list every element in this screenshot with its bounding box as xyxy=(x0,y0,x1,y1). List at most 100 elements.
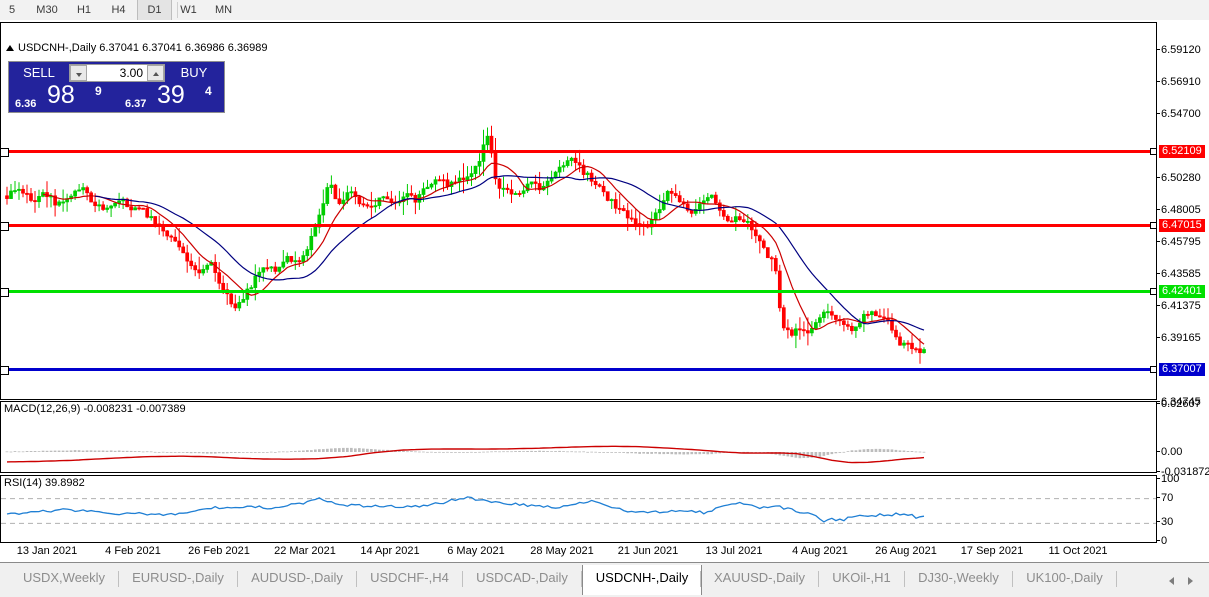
timeframe-button-m30[interactable]: M30 xyxy=(36,4,58,16)
date-axis-label: 4 Feb 2021 xyxy=(105,545,161,557)
date-axis-label: 13 Jul 2021 xyxy=(705,545,763,557)
chart-tab-uk100-daily[interactable]: UK100-,Daily xyxy=(1026,570,1103,585)
date-axis-label: 13 Jan 2021 xyxy=(16,545,78,557)
timeframe-button-w1[interactable]: W1 xyxy=(180,4,197,16)
tab-scroll-left-icon[interactable] xyxy=(1166,575,1176,587)
volume-decrease-button[interactable] xyxy=(70,65,87,81)
price-tick: 6.59120 xyxy=(1157,43,1201,56)
chart-tab-eurusd-daily[interactable]: EURUSD-,Daily xyxy=(132,570,224,585)
volume-value: 3.00 xyxy=(119,66,143,80)
tab-separator xyxy=(904,571,905,587)
chart-tab-audusd-daily[interactable]: AUDUSD-,Daily xyxy=(251,570,343,585)
trade-controls-row: SELL 3.00 BUY xyxy=(9,62,224,84)
date-axis[interactable]: 13 Jan 2021 4 Feb 2021 26 Feb 2021 22 Mar 2… xyxy=(0,543,1157,560)
timeframe-button-mn[interactable]: MN xyxy=(214,4,233,16)
level-line-handle-icon[interactable] xyxy=(0,148,9,158)
tab-separator xyxy=(356,571,357,587)
tab-separator xyxy=(118,571,119,587)
level-line-support-lower[interactable] xyxy=(0,366,1157,376)
price-level-badge-red[interactable]: 6.52109 xyxy=(1150,145,1205,159)
chart-tab-ukoil-h1[interactable]: UKOil-,H1 xyxy=(832,570,891,585)
tab-separator xyxy=(581,571,582,587)
chart-tab-dj30-weekly[interactable]: DJ30-,Weekly xyxy=(918,570,999,585)
buy-price-fraction: 4 xyxy=(205,84,212,98)
date-axis-label: 22 Mar 2021 xyxy=(274,545,336,557)
sell-price-fraction: 9 xyxy=(95,84,102,98)
sell-price-prefix: 6.36 xyxy=(15,98,37,110)
macd-label: MACD(12,26,9) -0.008231 -0.007389 xyxy=(4,403,186,415)
rsi-tick: 100 xyxy=(1156,473,1180,485)
level-line-support-mid[interactable] xyxy=(0,288,1157,298)
level-handle-icon[interactable] xyxy=(1150,221,1157,229)
macd-tick: 0.02607 xyxy=(1157,398,1201,410)
price-level-badge-green[interactable]: 6.42401 xyxy=(1150,285,1205,299)
price-tick: 6.39165 xyxy=(1157,332,1201,345)
price-level-value: 6.37007 xyxy=(1162,363,1202,376)
price-level-value: 6.42401 xyxy=(1162,285,1202,298)
sell-button[interactable]: SELL xyxy=(13,64,65,82)
level-handle-icon[interactable] xyxy=(1150,288,1157,296)
macd-tick: -0.031872 xyxy=(1157,466,1209,478)
date-axis-label: 26 Feb 2021 xyxy=(188,545,250,557)
tab-separator xyxy=(818,571,819,587)
price-level-badge-red[interactable]: 6.47015 xyxy=(1150,218,1205,232)
volume-input[interactable]: 3.00 xyxy=(69,64,165,82)
chart-tab-usdchf-h4[interactable]: USDCHF-,H4 xyxy=(370,570,449,585)
price-tick: 6.45795 xyxy=(1157,236,1201,249)
date-axis-label: 14 Apr 2021 xyxy=(360,545,420,557)
timeframe-button-h4[interactable]: H4 xyxy=(111,4,126,16)
price-tick: 6.50280 xyxy=(1157,171,1201,184)
date-axis-label: 17 Sep 2021 xyxy=(960,545,1024,557)
chart-symbol-label: USDCNH-,Daily 6.37041 6.37041 6.36986 6.… xyxy=(6,42,268,54)
date-axis-label: 21 Jun 2021 xyxy=(617,545,679,557)
chart-frame: USDCNH-,Daily 6.37041 6.37041 6.36986 6.… xyxy=(0,20,1209,560)
buy-price-quote[interactable]: 6.37 39 4 xyxy=(121,81,221,111)
rsi-indicator-panel[interactable] xyxy=(0,475,1157,543)
rsi-tick: 0 xyxy=(1156,535,1168,547)
sell-price-quote[interactable]: 6.36 98 9 xyxy=(11,81,113,111)
date-axis-label: 6 May 2021 xyxy=(447,545,505,557)
macd-tick: 0.00 xyxy=(1156,446,1183,458)
level-line-resistance-upper[interactable] xyxy=(0,148,1157,158)
collapse-triangle-icon[interactable] xyxy=(6,45,14,52)
price-level-value: 6.52109 xyxy=(1162,145,1202,158)
rsi-tick: 30 xyxy=(1156,516,1174,528)
price-tick: 6.54700 xyxy=(1157,107,1201,120)
level-line-resistance-lower[interactable] xyxy=(0,221,1157,231)
tab-separator xyxy=(1116,571,1117,587)
price-tick: 6.41375 xyxy=(1157,300,1201,313)
level-line-handle-icon[interactable] xyxy=(0,366,9,376)
price-tick: 6.56910 xyxy=(1157,75,1201,88)
tab-separator xyxy=(1012,571,1013,587)
level-handle-icon[interactable] xyxy=(1150,366,1157,374)
volume-increase-button[interactable] xyxy=(147,65,164,81)
chart-tab-xauusd-daily[interactable]: XAUUSD-,Daily xyxy=(713,570,805,585)
timeframe-button-h1[interactable]: H1 xyxy=(76,4,92,16)
sell-price-main: 98 xyxy=(47,81,75,109)
level-line-handle-icon[interactable] xyxy=(0,288,9,298)
timeframe-button-5[interactable]: 5 xyxy=(8,4,16,16)
chart-tab-usdx-weekly[interactable]: USDX,Weekly xyxy=(22,570,106,585)
rsi-plot[interactable] xyxy=(1,476,1156,542)
date-axis-label: 26 Aug 2021 xyxy=(875,545,937,557)
price-scale[interactable]: 6.59120 6.56910 6.54700 6.50280 6.48005 6.457… xyxy=(1150,20,1209,560)
price-level-badge-blue[interactable]: 6.37007 xyxy=(1150,363,1205,377)
buy-price-prefix: 6.37 xyxy=(125,98,147,110)
tab-separator xyxy=(237,571,238,587)
level-line-handle-icon[interactable] xyxy=(0,221,9,231)
timeframe-button-d1[interactable]: D1 xyxy=(137,0,172,20)
macd-indicator-panel[interactable] xyxy=(0,401,1157,473)
date-axis-label: 28 May 2021 xyxy=(530,545,594,557)
level-handle-icon[interactable] xyxy=(1150,148,1157,156)
buy-price-main: 39 xyxy=(157,81,185,109)
chart-tab-usdcad-daily[interactable]: USDCAD-,Daily xyxy=(476,570,568,585)
macd-plot[interactable] xyxy=(1,402,1156,472)
chart-tab-usdcnh-daily[interactable]: USDCNH-,Daily xyxy=(582,565,702,595)
buy-button[interactable]: BUY xyxy=(169,64,219,82)
tab-scroll-right-icon[interactable] xyxy=(1186,575,1196,587)
one-click-trading-panel[interactable]: SELL 3.00 BUY 6.36 98 9 6.37 39 4 xyxy=(8,61,225,113)
tab-separator xyxy=(700,571,701,587)
toolbar-separator xyxy=(177,2,178,18)
chart-tab-bar: USDX,Weekly EURUSD-,Daily AUDUSD-,Daily USD… xyxy=(0,562,1209,597)
